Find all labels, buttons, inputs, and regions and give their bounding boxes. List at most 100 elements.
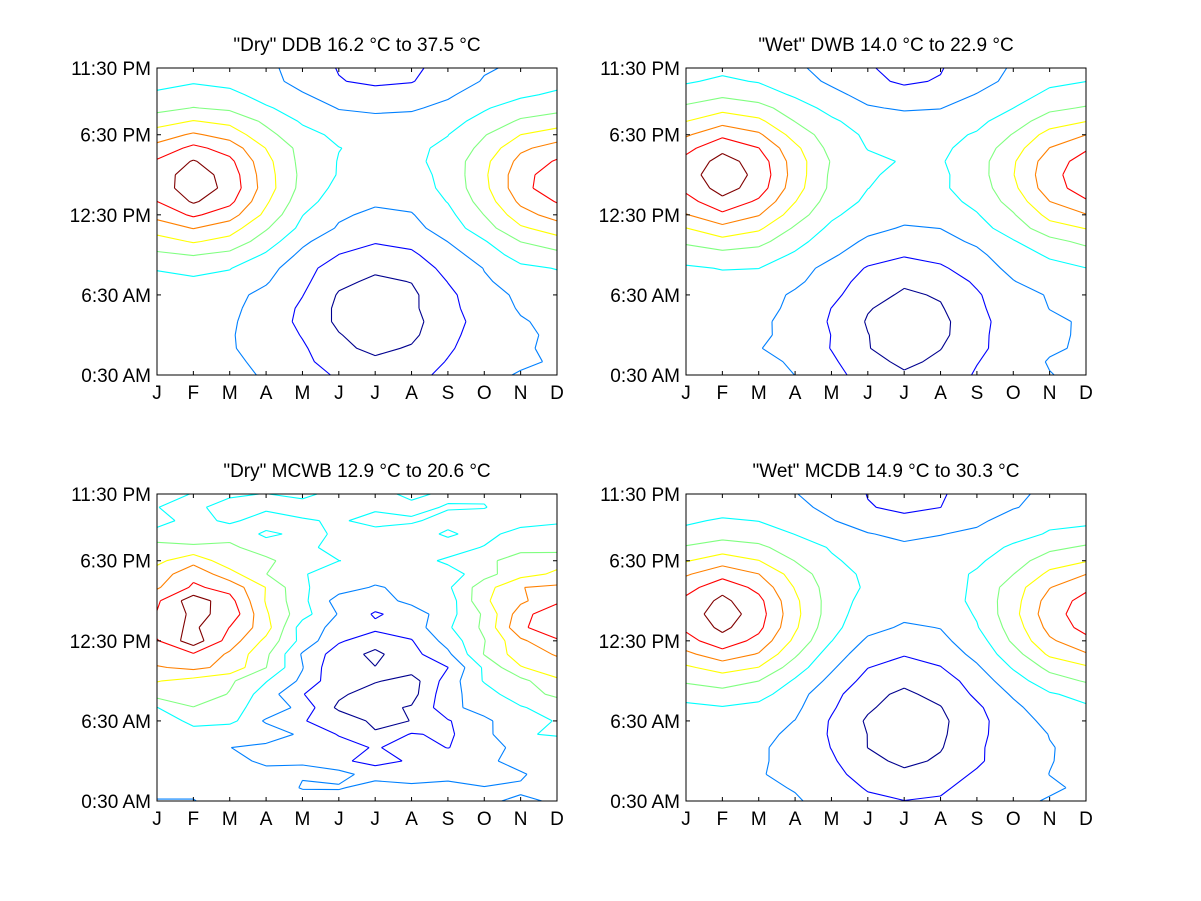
x-tick-label: N [1043, 383, 1057, 404]
contour-level-5 [156, 541, 558, 708]
contour-level-2 [291, 67, 467, 376]
y-tick-label: 6:30 PM [609, 126, 680, 147]
contour-lines [685, 67, 1087, 376]
x-tick-label: N [514, 383, 528, 404]
x-tick-label: O [1006, 383, 1021, 404]
y-tick-label: 12:30 PM [70, 632, 151, 653]
plot-title: "Wet" MCDB 14.9 °C to 30.3 °C [753, 461, 1020, 482]
x-tick-label: N [1043, 809, 1057, 830]
x-tick-label: A [934, 383, 947, 404]
x-tick-label: J [152, 383, 162, 404]
y-tick-label: 12:30 PM [70, 206, 151, 227]
axis-ticks: J F M A M J J A S O N D 0:30 AM 6:30 AM 12:30 PM 6:30 P… [70, 485, 564, 830]
axes-box [156, 493, 558, 802]
panel-wet-dwb: "Wet" DWB 14.0 °C to 22.9 °C J F M A M J J A S O N… [599, 35, 1093, 404]
x-tick-label: O [477, 809, 492, 830]
x-tick-label: F [717, 809, 729, 830]
y-tick-label: 6:30 PM [609, 552, 680, 573]
x-tick-label: S [971, 383, 984, 404]
x-tick-label: M [824, 383, 840, 404]
contour-level-9 [179, 594, 212, 647]
contour-level-9 [700, 153, 748, 197]
x-tick-label: D [550, 809, 564, 830]
contour-level-7 [156, 132, 558, 230]
contour-level-4 [156, 83, 558, 277]
contour-level-4 [685, 75, 1087, 271]
x-tick-label: J [370, 809, 380, 830]
contour-level-4 [685, 517, 1087, 707]
y-tick-label: 12:30 PM [599, 206, 680, 227]
axes-box [156, 67, 558, 376]
plot-title: "Dry" DDB 16.2 °C to 37.5 °C [233, 35, 480, 56]
contour-level-6 [685, 553, 1087, 674]
contour-level-8 [156, 581, 558, 654]
contour-level-5 [685, 539, 1087, 689]
y-tick-label: 11:30 PM [71, 59, 151, 80]
x-tick-label: M [295, 383, 311, 404]
x-tick-label: A [405, 809, 418, 830]
contour-level-1 [333, 648, 421, 731]
x-tick-label: M [295, 809, 311, 830]
contour-lines [156, 67, 558, 376]
x-tick-label: J [334, 383, 344, 404]
contour-level-6 [156, 120, 558, 244]
x-tick-label: N [514, 809, 528, 830]
axis-ticks: J F M A M J J A S O N D 0:30 AM 6:30 AM 12:30 PM 6:30 P… [599, 59, 1093, 404]
x-tick-label: D [1079, 383, 1093, 404]
contour-level-7 [685, 565, 1087, 662]
y-tick-label: 12:30 PM [599, 632, 680, 653]
contour-level-7 [156, 564, 558, 671]
x-tick-label: F [188, 383, 200, 404]
panel-dry-ddb: "Dry" DDB 16.2 °C to 37.5 °C J F M A M J J A S O N… [70, 35, 564, 404]
x-tick-label: S [442, 383, 455, 404]
y-tick-label: 6:30 AM [81, 286, 151, 307]
x-tick-label: M [222, 809, 238, 830]
contour-level-4 [156, 493, 558, 737]
y-tick-label: 6:30 PM [80, 552, 151, 573]
x-tick-label: A [260, 383, 273, 404]
x-tick-label: F [717, 383, 729, 404]
axes-box [685, 493, 1087, 802]
y-tick-label: 11:30 PM [600, 485, 680, 506]
contour-level-3 [156, 584, 543, 802]
contour-level-5 [685, 97, 1087, 251]
x-tick-label: J [334, 809, 344, 830]
x-tick-label: M [751, 383, 767, 404]
y-tick-label: 11:30 PM [600, 59, 680, 80]
axis-ticks: J F M A M J J A S O N D 0:30 AM 6:30 AM 12:30 PM 6:30 P… [599, 485, 1093, 830]
y-tick-label: 0:30 AM [81, 792, 151, 813]
y-tick-label: 0:30 AM [610, 792, 680, 813]
y-tick-label: 11:30 PM [71, 485, 151, 506]
y-tick-label: 6:30 AM [81, 712, 151, 733]
x-tick-label: J [863, 383, 873, 404]
panel-dry-mcwb: "Dry" MCWB 12.9 °C to 20.6 °C J F M A M J J A S O… [70, 461, 564, 830]
x-tick-label: D [1079, 809, 1093, 830]
x-tick-label: O [477, 383, 492, 404]
x-tick-label: J [370, 383, 380, 404]
x-tick-label: M [751, 809, 767, 830]
y-tick-label: 0:30 AM [610, 366, 680, 387]
contour-level-6 [156, 553, 558, 683]
contour-lines [685, 493, 1087, 802]
x-tick-label: J [863, 809, 873, 830]
x-tick-label: J [899, 383, 909, 404]
contour-level-2 [826, 67, 992, 376]
contour-level-3 [765, 493, 1067, 802]
panel-wet-mcdb: "Wet" MCDB 14.9 °C to 30.3 °C J F M A M J J A S O… [599, 461, 1093, 830]
x-tick-label: A [934, 809, 947, 830]
contour-level-9 [173, 159, 219, 204]
x-tick-label: A [260, 809, 273, 830]
contour-level-3 [234, 67, 543, 376]
contour-level-8 [685, 578, 1087, 650]
x-tick-label: J [152, 809, 162, 830]
y-tick-label: 0:30 AM [81, 366, 151, 387]
y-tick-label: 6:30 PM [80, 126, 151, 147]
x-tick-label: A [789, 383, 802, 404]
contour-level-9 [703, 594, 742, 633]
x-tick-label: O [1006, 809, 1021, 830]
x-tick-label: A [405, 383, 418, 404]
contour-level-5 [156, 106, 558, 257]
contour-level-8 [685, 137, 1087, 213]
